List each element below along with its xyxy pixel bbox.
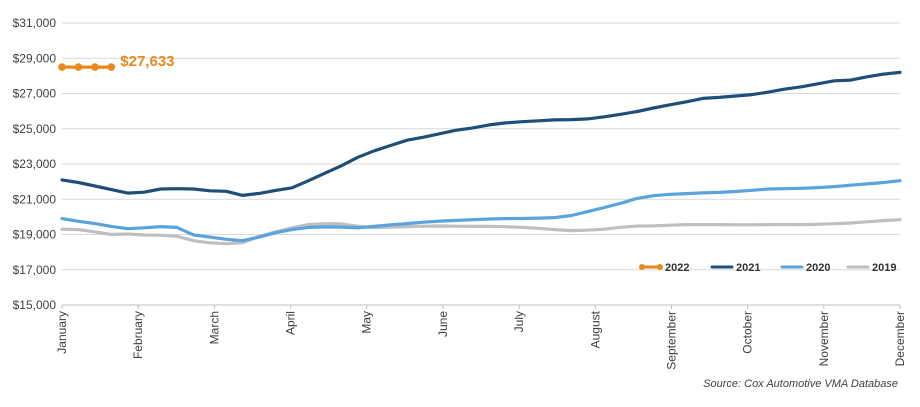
y-tick-label-21000: $21,000 bbox=[13, 192, 57, 206]
x-tick-label-april: April bbox=[284, 311, 298, 335]
legend-marker-2022-end bbox=[657, 264, 663, 270]
x-tick-label-march: March bbox=[207, 311, 221, 344]
series-line-2021 bbox=[60, 70, 902, 197]
labels: $27,633 Source: Cox Automotive VMA Databa… bbox=[120, 53, 898, 390]
y-tick-label-23000: $23,000 bbox=[13, 157, 57, 171]
x-tick-label-february: February bbox=[131, 311, 145, 359]
data-label-2022: $27,633 bbox=[120, 53, 174, 70]
x-tick-label-january: January bbox=[55, 311, 69, 354]
x-tick-label-october: October bbox=[741, 311, 755, 354]
y-tick-label-17000: $17,000 bbox=[13, 263, 57, 277]
x-tick-label-july: July bbox=[512, 311, 526, 332]
gridlines bbox=[62, 22, 900, 306]
legend: 2022 2021 2020 2019 bbox=[639, 262, 896, 274]
x-tick-label-august: August bbox=[588, 310, 602, 348]
x-tick-label-september: September bbox=[664, 311, 678, 370]
y-tick-label-31000: $31,000 bbox=[13, 16, 57, 30]
y-tick-label-15000: $15,000 bbox=[13, 298, 57, 312]
legend-item-2020: 2020 bbox=[780, 262, 830, 274]
y-tick-label-25000: $25,000 bbox=[13, 122, 57, 136]
series-2022-point-4 bbox=[107, 63, 116, 71]
source-note: Source: Cox Automotive VMA Database bbox=[703, 378, 898, 390]
x-tick-label-may: May bbox=[360, 311, 374, 334]
series-2022-point-3 bbox=[91, 63, 99, 71]
x-tick-label-december: December bbox=[893, 311, 907, 366]
legend-label-2019: 2019 bbox=[872, 262, 896, 274]
legend-label-2022: 2022 bbox=[665, 262, 689, 274]
x-tick-label-november: November bbox=[817, 311, 831, 366]
axes: $15,000 $17,000 $19,000 $21,000 $23,000 $25,0… bbox=[13, 16, 907, 370]
series-lines bbox=[58, 63, 902, 246]
legend-marker-2022-start bbox=[639, 264, 645, 270]
y-tick-label-29000: $29,000 bbox=[13, 51, 57, 65]
series-line-2020 bbox=[60, 179, 902, 243]
y-tick-label-27000: $27,000 bbox=[13, 87, 57, 101]
legend-item-2021: 2021 bbox=[710, 262, 760, 274]
series-line-2019 bbox=[60, 218, 902, 246]
legend-label-2020: 2020 bbox=[806, 262, 830, 274]
series-2022-point-1 bbox=[58, 63, 66, 71]
legend-item-2022: 2022 bbox=[639, 262, 689, 274]
y-tick-label-19000: $19,000 bbox=[13, 228, 57, 242]
legend-label-2021: 2021 bbox=[736, 262, 760, 274]
x-tick-label-june: June bbox=[436, 311, 450, 337]
legend-item-2019: 2019 bbox=[846, 262, 896, 274]
series-2022-point-2 bbox=[74, 63, 83, 71]
